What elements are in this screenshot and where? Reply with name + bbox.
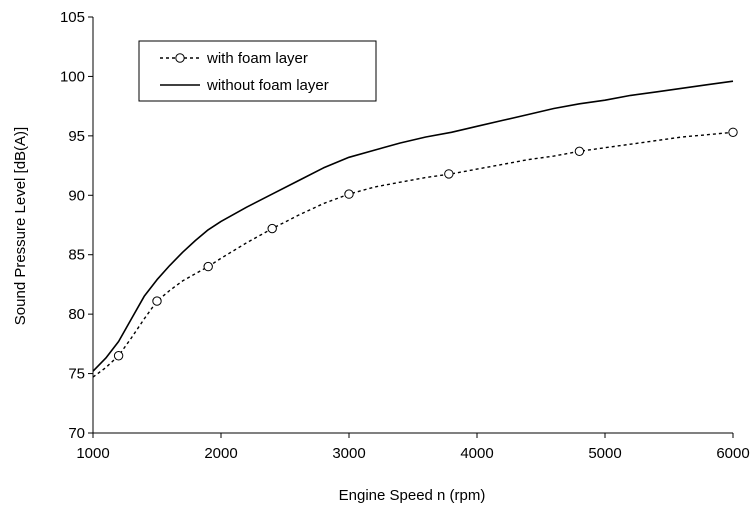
series-layer [92, 80, 738, 378]
x-tick-label: 1000 [76, 445, 109, 462]
y-tick-label: 70 [68, 425, 85, 442]
x-tick-label: 6000 [716, 445, 749, 462]
y-axis-title: Sound Pressure Level [dB(A)] [12, 127, 29, 325]
y-tick-label: 100 [60, 68, 85, 85]
x-tick-label: 2000 [204, 445, 237, 462]
data-point-with-foam [444, 169, 454, 179]
data-point-with-foam [203, 261, 213, 272]
axes: 70 75 80 85 90 95 100 105 1000 2000 3000 4000 5000 60… [60, 9, 750, 462]
legend-marker-with-foam [175, 53, 185, 63]
legend-label-without-foam: without foam layer [206, 77, 329, 94]
data-point-with-foam [344, 189, 354, 199]
y-tick-label: 90 [68, 187, 85, 204]
y-tick-label: 95 [68, 128, 85, 145]
legend: with foam layer without foam layer [138, 40, 377, 102]
x-tick-label: 5000 [588, 445, 621, 462]
series-line-without-foam [92, 80, 734, 372]
y-tick-label: 75 [68, 366, 85, 383]
data-point-with-foam [728, 127, 738, 137]
data-point-with-foam [267, 223, 277, 234]
data-point-with-foam [113, 351, 124, 361]
x-tick-label: 4000 [460, 445, 493, 462]
data-point-with-foam [574, 146, 585, 157]
y-tick-label: 80 [68, 306, 85, 323]
legend-box [138, 40, 377, 102]
data-point-with-foam [152, 296, 162, 306]
x-tick-label: 3000 [332, 445, 365, 462]
legend-label-with-foam: with foam layer [206, 50, 308, 67]
series-line-with-foam [92, 131, 734, 378]
y-tick-label: 105 [60, 9, 85, 26]
x-axis-title: Engine Speed n (rpm) [339, 487, 486, 504]
y-tick-label: 85 [68, 247, 85, 264]
